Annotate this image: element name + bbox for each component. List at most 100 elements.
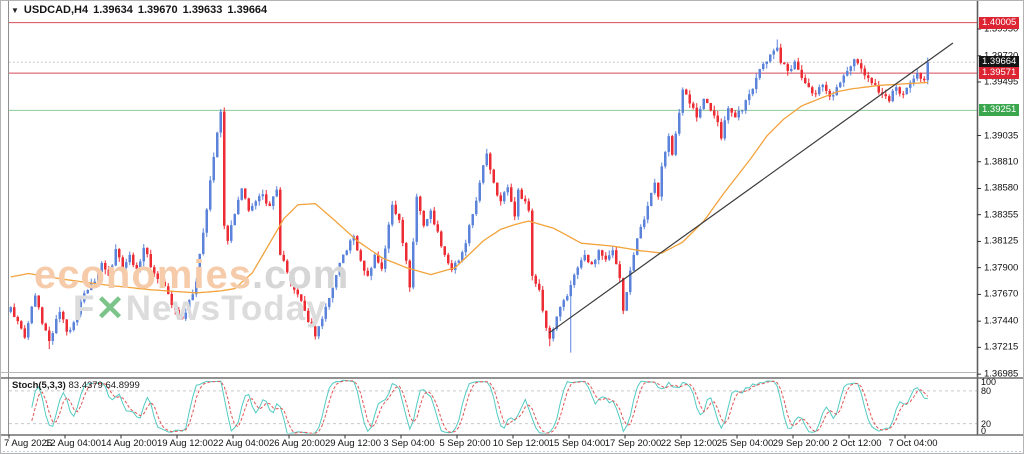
bull-candle: [188, 300, 191, 313]
bear-candle: [156, 273, 159, 279]
bull-candle: [629, 270, 632, 293]
price-axis-label: 1.39950: [984, 23, 1019, 35]
bull-candle: [254, 201, 257, 206]
bull-candle: [744, 100, 747, 111]
bear-candle: [786, 64, 789, 71]
bull-candle: [230, 225, 233, 241]
bull-candle: [426, 218, 429, 226]
bear-candle: [671, 136, 674, 155]
bull-candle: [233, 214, 236, 226]
bear-candle: [363, 260, 366, 271]
bull-candle: [891, 90, 894, 102]
bull-candle: [639, 226, 642, 239]
bull-candle: [34, 295, 37, 307]
bull-candle: [758, 69, 761, 78]
time-axis-label: 15 Sep 04:00: [548, 438, 606, 449]
time-axis-label: 29 Sep 20:00: [772, 438, 830, 449]
bull-candle: [926, 62, 929, 81]
price-axis-label: 1.38810: [984, 156, 1019, 168]
stoch-d-line: [31, 380, 929, 434]
stoch-axis-label: 20: [981, 418, 992, 429]
bear-candle: [531, 210, 534, 276]
bear-candle: [604, 255, 607, 260]
time-axis-label: 12 Aug 04:00: [45, 438, 101, 449]
bull-candle: [653, 182, 656, 193]
bull-candle: [741, 110, 744, 112]
bull-candle: [905, 87, 908, 95]
bull-candle: [111, 265, 114, 276]
bull-candle: [93, 281, 96, 284]
bear-candle: [44, 323, 47, 331]
bull-candle: [482, 165, 485, 183]
stoch-k-line: [31, 379, 928, 434]
bull-candle: [317, 326, 320, 337]
quote-open: 1.39634: [93, 4, 133, 16]
bear-candle: [433, 210, 436, 225]
support-line-badge: 1.39251: [979, 104, 1020, 117]
bear-candle: [223, 111, 226, 226]
bull-candle: [321, 318, 324, 327]
bull-candle: [475, 200, 478, 215]
bear-candle: [622, 278, 625, 311]
resistance-line-badge: 1.40005: [979, 16, 1020, 29]
bear-candle: [167, 286, 170, 294]
bear-candle: [436, 224, 439, 232]
bull-candle: [128, 254, 131, 263]
ascending-trendline[interactable]: [548, 42, 954, 334]
bull-candle: [559, 306, 562, 317]
bear-candle: [303, 300, 306, 311]
stoch-axis-label: 100: [981, 377, 997, 387]
bull-candle: [387, 224, 390, 249]
bull-candle: [468, 225, 471, 244]
bull-candle: [412, 241, 415, 288]
bull-candle: [576, 267, 579, 275]
bear-candle: [419, 196, 422, 211]
bull-candle: [51, 333, 54, 341]
stochastic-plot-area[interactable]: [9, 379, 977, 434]
bull-candle: [142, 247, 145, 262]
bear-candle: [300, 294, 303, 301]
collapse-expand-icon[interactable]: ▼: [11, 5, 19, 15]
bear-candle: [118, 249, 121, 258]
bull-candle: [457, 260, 460, 263]
bear-candle: [538, 283, 541, 290]
bull-candle: [191, 294, 194, 301]
bull-candle: [702, 98, 705, 109]
price-axis-label: 1.37440: [984, 315, 1019, 327]
bear-candle: [545, 310, 548, 328]
bull-candle: [83, 293, 86, 302]
bull-candle: [723, 120, 726, 139]
bear-candle: [499, 195, 502, 202]
bull-candle: [335, 275, 338, 288]
bull-candle: [429, 210, 432, 219]
bear-candle: [534, 275, 537, 284]
bull-candle: [461, 252, 464, 261]
bear-candle: [587, 254, 590, 263]
bull-candle: [555, 316, 558, 330]
bull-candle: [184, 312, 187, 319]
bull-candle: [261, 194, 264, 197]
bear-candle: [601, 250, 604, 256]
bear-candle: [268, 203, 271, 206]
bull-candle: [209, 180, 212, 210]
time-axis-label: 29 Aug 12:00: [325, 438, 381, 449]
bull-candle: [72, 322, 75, 331]
bull-candle: [454, 262, 457, 270]
bull-candle: [86, 290, 89, 294]
bull-candle: [832, 95, 835, 97]
bear-candle: [807, 83, 810, 88]
bull-candle: [240, 188, 243, 200]
bear-candle: [720, 122, 723, 139]
bear-candle: [422, 210, 425, 226]
bear-candle: [877, 84, 880, 93]
bear-candle: [405, 243, 408, 261]
bull-candle: [205, 209, 208, 233]
bull-candle: [594, 259, 597, 265]
bull-candle: [552, 329, 555, 339]
moving-average-line[interactable]: [10, 81, 928, 294]
bull-candle: [776, 47, 779, 51]
main-plot-area[interactable]: [9, 22, 977, 353]
watermark-fxnewstoday: F✕NewsToday: [73, 289, 327, 328]
bull-candle: [839, 82, 842, 88]
